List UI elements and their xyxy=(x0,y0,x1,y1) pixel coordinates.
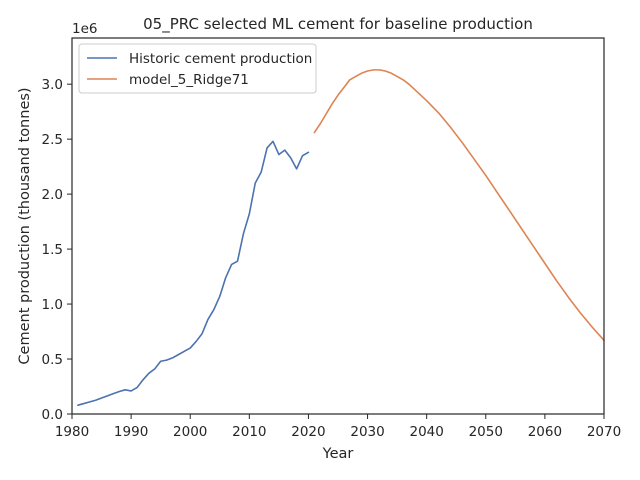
y-axis: 0.0 0.5 1.0 1.5 2.0 2.5 3.0 xyxy=(42,77,72,423)
y-tick-label: 3.0 xyxy=(42,77,63,93)
x-tick-label: 1990 xyxy=(114,424,148,440)
x-tick-label: 2000 xyxy=(173,424,207,440)
x-tick-label: 2060 xyxy=(528,424,562,440)
plot-frame xyxy=(71,37,605,415)
y-tick-label: 2.5 xyxy=(42,132,63,148)
series-line-1 xyxy=(313,69,605,342)
y-tick-label: 0.0 xyxy=(42,407,63,423)
y-tick-label: 1.0 xyxy=(42,297,63,313)
legend: Historic cement production model_5_Ridge… xyxy=(78,43,317,94)
series-line-0 xyxy=(77,140,310,407)
x-axis-label: Year xyxy=(322,446,354,462)
y-tick-label: 0.5 xyxy=(42,352,63,368)
x-tick-label: 2070 xyxy=(587,424,621,440)
chart-title: 05_PRC selected ML cement for baseline p… xyxy=(143,15,533,34)
y-scale-offset: 1e6 xyxy=(72,21,97,37)
y-axis-label: Cement production (thousand tonnes) xyxy=(17,87,33,364)
y-tick-label: 2.0 xyxy=(42,187,63,203)
plot-area xyxy=(71,37,605,415)
x-tick-label: 2050 xyxy=(469,424,503,440)
x-tick-label: 2040 xyxy=(409,424,443,440)
x-axis: 1980 1990 2000 2010 2020 2030 2040 2050 2060 2070 xyxy=(55,414,621,440)
legend-label-historic: Historic cement production xyxy=(129,51,312,67)
x-tick-label: 2010 xyxy=(232,424,266,440)
series-layer xyxy=(77,69,605,407)
legend-box xyxy=(78,43,317,94)
x-tick-label: 1980 xyxy=(55,424,89,440)
y-tick-label: 1.5 xyxy=(42,242,63,258)
x-tick-label: 2030 xyxy=(350,424,384,440)
legend-label-model: model_5_Ridge71 xyxy=(129,72,249,88)
x-tick-label: 2020 xyxy=(291,424,325,440)
